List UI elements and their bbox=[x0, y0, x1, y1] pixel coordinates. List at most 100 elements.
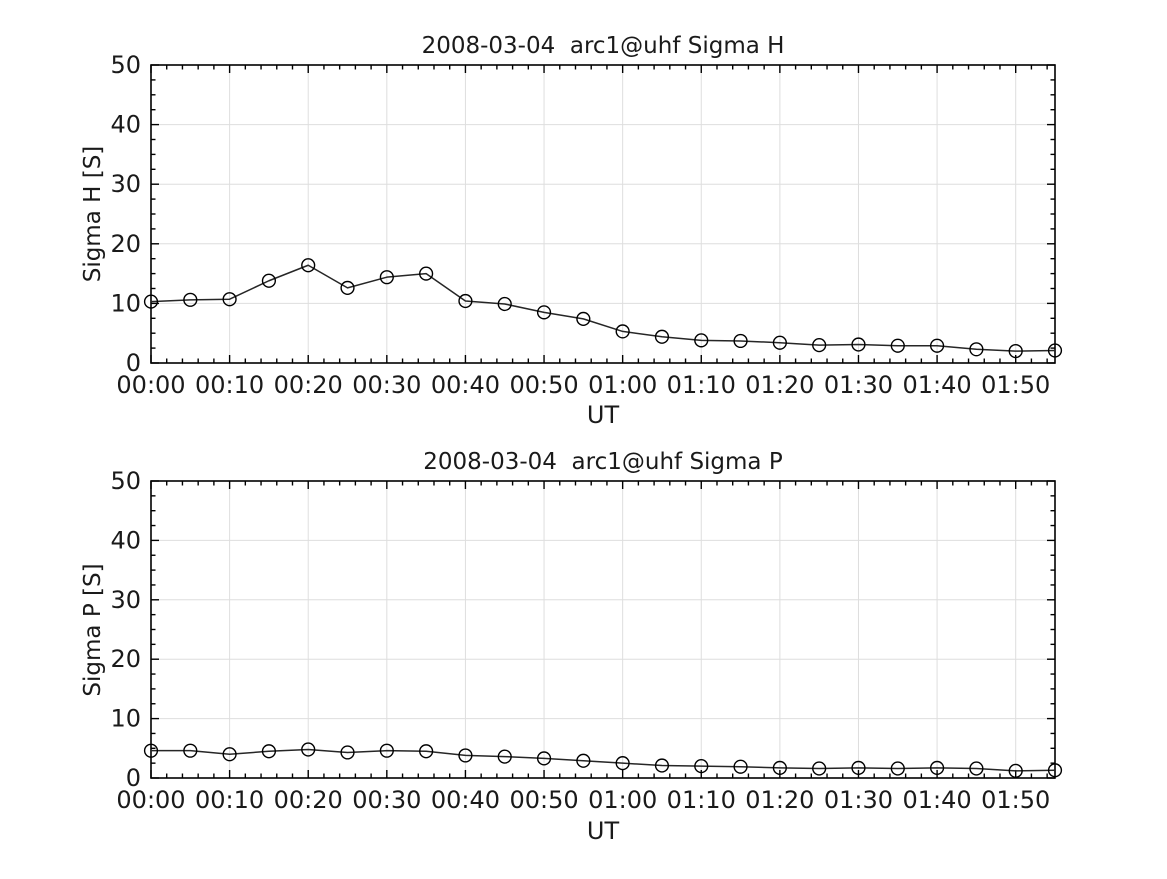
data-point-marker bbox=[1047, 763, 1063, 778]
y-tick-label: 0 bbox=[126, 349, 141, 377]
y-tick-label: 0 bbox=[126, 764, 141, 792]
x-tick-label: 01:20 bbox=[745, 371, 814, 399]
x-tick-label: 00:10 bbox=[195, 786, 264, 814]
data-point-marker bbox=[379, 743, 394, 758]
data-point-marker bbox=[497, 749, 512, 764]
x-tick-label: 01:30 bbox=[824, 786, 893, 814]
data-point-marker bbox=[143, 294, 159, 309]
data-point-marker bbox=[654, 329, 670, 344]
data-point-marker bbox=[340, 280, 355, 296]
x-tick-label: 00:20 bbox=[274, 371, 343, 399]
x-tick-label: 00:30 bbox=[352, 786, 421, 814]
data-point-marker bbox=[536, 305, 552, 320]
sigma-p-plot: 00:00 00:10 00:20 00:30 00:40 00:50 01:00 01:10… bbox=[80, 449, 1063, 845]
sigma-h-title: 2008-03-04 arc1@uhf Sigma H bbox=[422, 33, 785, 59]
axis-box bbox=[150, 480, 1056, 779]
ticks bbox=[150, 64, 1055, 364]
y-tick-label: 50 bbox=[110, 467, 141, 495]
x-tick-label: 01:10 bbox=[667, 786, 736, 814]
ticks bbox=[150, 480, 1055, 779]
x-tick-label: 00:00 bbox=[116, 371, 185, 399]
data-point-marker bbox=[419, 744, 434, 759]
data-point-marker bbox=[890, 761, 905, 776]
x-tick-label: 01:10 bbox=[667, 371, 736, 399]
data-point-marker bbox=[301, 258, 316, 273]
grid bbox=[151, 481, 1055, 778]
x-tick-label: 00:00 bbox=[116, 786, 185, 814]
grid bbox=[151, 65, 1055, 363]
data-point-marker bbox=[419, 266, 434, 281]
data-markers bbox=[143, 742, 1063, 778]
x-tick-label: 00:40 bbox=[431, 371, 500, 399]
data-point-marker bbox=[615, 756, 630, 771]
data-point-marker bbox=[890, 338, 905, 353]
data-point-marker bbox=[851, 337, 866, 352]
data-point-marker bbox=[576, 753, 591, 768]
data-point-marker bbox=[654, 758, 670, 773]
data-point-marker bbox=[969, 342, 984, 357]
y-tick-label: 30 bbox=[110, 170, 141, 198]
data-point-marker bbox=[301, 742, 316, 757]
data-point-marker bbox=[183, 743, 198, 758]
data-point-marker bbox=[694, 333, 709, 348]
y-tick-label: 30 bbox=[110, 586, 141, 614]
data-point-marker bbox=[772, 335, 787, 350]
data-point-marker bbox=[458, 293, 473, 309]
sigma-p-plot-area: 00:00 00:10 00:20 00:30 00:40 00:50 01:00 01:10… bbox=[110, 467, 1063, 814]
x-tick-label: 01:00 bbox=[588, 371, 657, 399]
x-tick-label: 00:40 bbox=[431, 786, 500, 814]
data-point-marker bbox=[733, 333, 748, 349]
y-tick-label: 40 bbox=[110, 526, 141, 554]
data-point-marker bbox=[733, 759, 748, 774]
data-markers bbox=[143, 258, 1063, 359]
axis-box bbox=[150, 64, 1056, 364]
data-point-marker bbox=[222, 747, 237, 762]
data-point-marker bbox=[379, 270, 394, 285]
data-point-marker bbox=[969, 761, 984, 776]
data-line bbox=[150, 264, 1056, 352]
data-point-marker bbox=[929, 760, 945, 776]
x-tick-label: 01:40 bbox=[903, 786, 972, 814]
data-point-marker bbox=[929, 338, 945, 353]
sigma-h-y-axis-label: Sigma H [S] bbox=[80, 146, 106, 283]
x-tick-label: 00:30 bbox=[352, 371, 421, 399]
data-point-marker bbox=[458, 748, 473, 763]
y-tick-label: 40 bbox=[110, 111, 141, 139]
sigma-p-x-axis-label: UT bbox=[587, 817, 620, 845]
x-tick-label: 00:20 bbox=[274, 786, 343, 814]
tick-labels: 00:00 00:10 00:20 00:30 00:40 00:50 01:00 01:10… bbox=[110, 467, 1050, 814]
data-point-marker bbox=[615, 324, 630, 339]
data-point-marker bbox=[772, 760, 787, 776]
y-tick-label: 10 bbox=[110, 289, 141, 317]
data-point-marker bbox=[183, 292, 198, 307]
data-point-marker bbox=[812, 338, 827, 353]
data-point-marker bbox=[536, 751, 552, 766]
data-point-marker bbox=[1008, 763, 1023, 778]
data-point-marker bbox=[497, 296, 512, 312]
x-tick-label: 00:10 bbox=[195, 371, 264, 399]
x-tick-label: 01:20 bbox=[745, 786, 814, 814]
tick-labels: 00:00 00:10 00:20 00:30 00:40 00:50 01:00 01:10… bbox=[110, 51, 1050, 399]
data-point-marker bbox=[812, 761, 827, 776]
sigma-h-x-axis-label: UT bbox=[587, 401, 620, 429]
x-tick-label: 01:30 bbox=[824, 371, 893, 399]
data-point-marker bbox=[694, 759, 709, 774]
sigma-p-title: 2008-03-04 arc1@uhf Sigma P bbox=[423, 449, 783, 475]
sigma-p-y-axis-label: Sigma P [S] bbox=[80, 563, 106, 696]
y-tick-label: 50 bbox=[110, 51, 141, 79]
x-tick-label: 01:40 bbox=[903, 371, 972, 399]
data-point-marker bbox=[261, 273, 277, 288]
data-line bbox=[151, 748, 1056, 772]
x-tick-label: 01:50 bbox=[981, 786, 1050, 814]
x-tick-label: 00:50 bbox=[509, 786, 578, 814]
x-tick-label: 00:50 bbox=[509, 371, 578, 399]
y-tick-label: 20 bbox=[110, 230, 141, 258]
data-point-marker bbox=[222, 292, 237, 307]
data-point-marker bbox=[1008, 343, 1023, 359]
data-point-marker bbox=[143, 743, 159, 758]
y-tick-label: 20 bbox=[110, 645, 141, 673]
data-point-marker bbox=[1047, 343, 1063, 358]
x-tick-label: 01:00 bbox=[588, 786, 657, 814]
